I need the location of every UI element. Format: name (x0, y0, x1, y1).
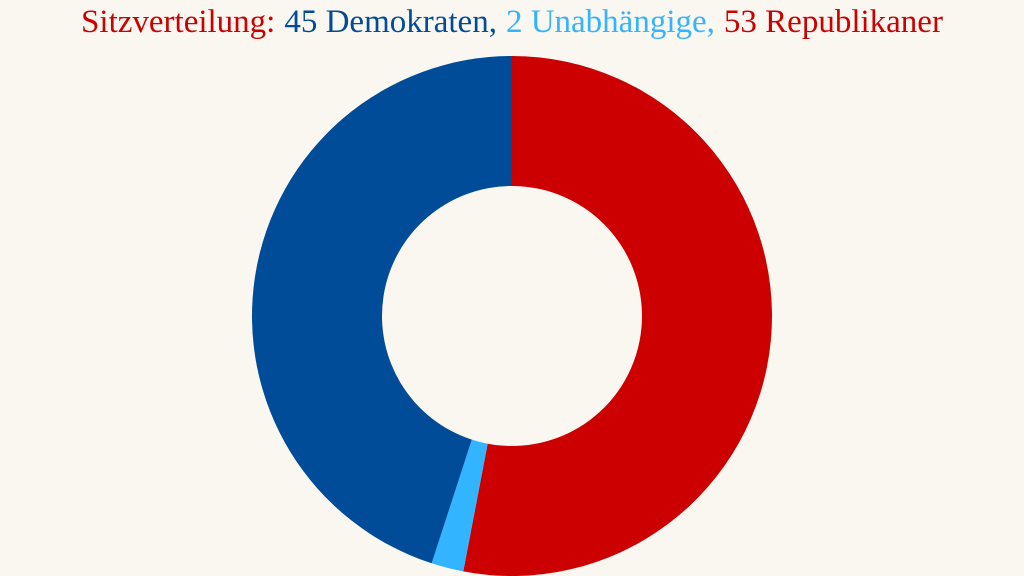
title-part: Sitzverteilung: (81, 4, 275, 40)
title-part: 2 Unabhängige, (506, 4, 715, 40)
donut-segment (252, 56, 512, 564)
chart-title: Sitzverteilung: 45 Demokraten, 2 Unabhängi… (81, 4, 943, 40)
title-part: 53 Republikaner (724, 4, 943, 40)
donut-segment (431, 439, 488, 572)
donut-segment (463, 56, 772, 576)
title-part: 45 Demokraten, (284, 4, 497, 40)
